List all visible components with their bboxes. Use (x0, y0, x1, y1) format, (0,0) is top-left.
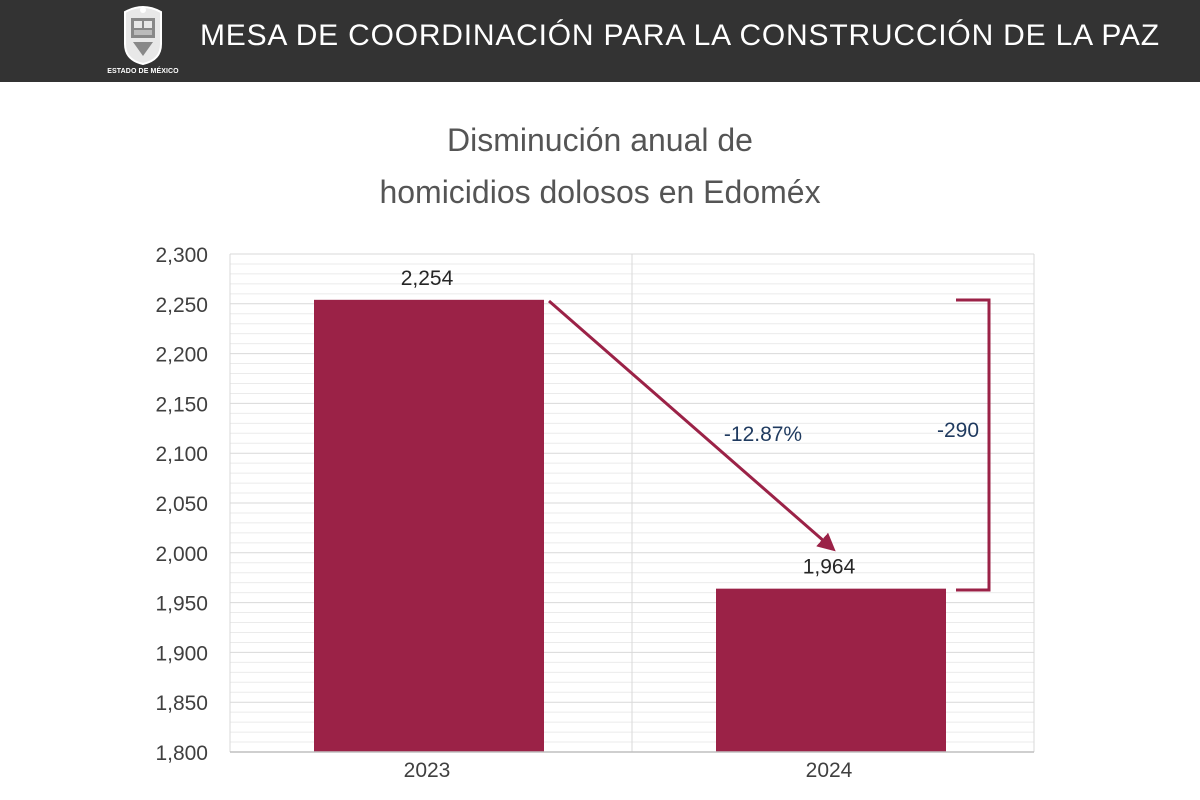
x-axis-labels: 2023 2024 (404, 759, 853, 782)
header-title: MESA DE COORDINACIÓN PARA LA CONSTRUCCIÓ… (200, 19, 1160, 52)
bar-2024 (716, 588, 946, 752)
y-tick-label: 1,900 (155, 642, 208, 665)
y-tick-label: 2,300 (155, 244, 208, 267)
estado-de-mexico-logo: ESTADO DE MÉXICO (104, 4, 182, 80)
data-label-2023: 2,254 (401, 267, 454, 290)
y-tick-label: 2,000 (155, 543, 208, 566)
y-tick-label: 2,050 (155, 493, 208, 516)
decrease-arrow (548, 299, 836, 552)
y-tick-label: 2,250 (155, 294, 208, 317)
y-tick-label: 2,150 (155, 393, 208, 416)
difference-bracket (956, 298, 991, 592)
logo-caption: ESTADO DE MÉXICO (107, 68, 179, 75)
absolute-change-label: -290 (937, 419, 979, 442)
data-labels: 2,254 1,964 (401, 267, 856, 579)
bars (314, 299, 946, 752)
y-tick-label: 1,950 (155, 593, 208, 616)
chart-title-line-1: Disminución anual de (447, 122, 753, 158)
x-tick-label: 2024 (806, 759, 853, 782)
chart-title: Disminución anual de homicidios dolosos … (300, 114, 900, 218)
chart-title-line-2: homicidios dolosos en Edoméx (379, 174, 821, 210)
x-tick-label: 2023 (404, 759, 451, 782)
y-tick-label: 2,200 (155, 344, 208, 367)
bar-2023 (314, 299, 544, 752)
coat-of-arms-icon (124, 6, 162, 66)
y-tick-label: 1,850 (155, 692, 208, 715)
y-tick-label: 1,800 (155, 742, 208, 765)
percent-change-label: -12.87% (724, 423, 802, 446)
y-tick-label: 2,100 (155, 443, 208, 466)
y-axis-ticks: 1,800 1,850 1,900 1,950 2,000 2,050 2,100 2,150… (155, 244, 208, 765)
header-bar: ESTADO DE MÉXICO MESA DE COORDINACIÓN PA… (0, 0, 1200, 82)
data-label-2024: 1,964 (803, 556, 856, 579)
